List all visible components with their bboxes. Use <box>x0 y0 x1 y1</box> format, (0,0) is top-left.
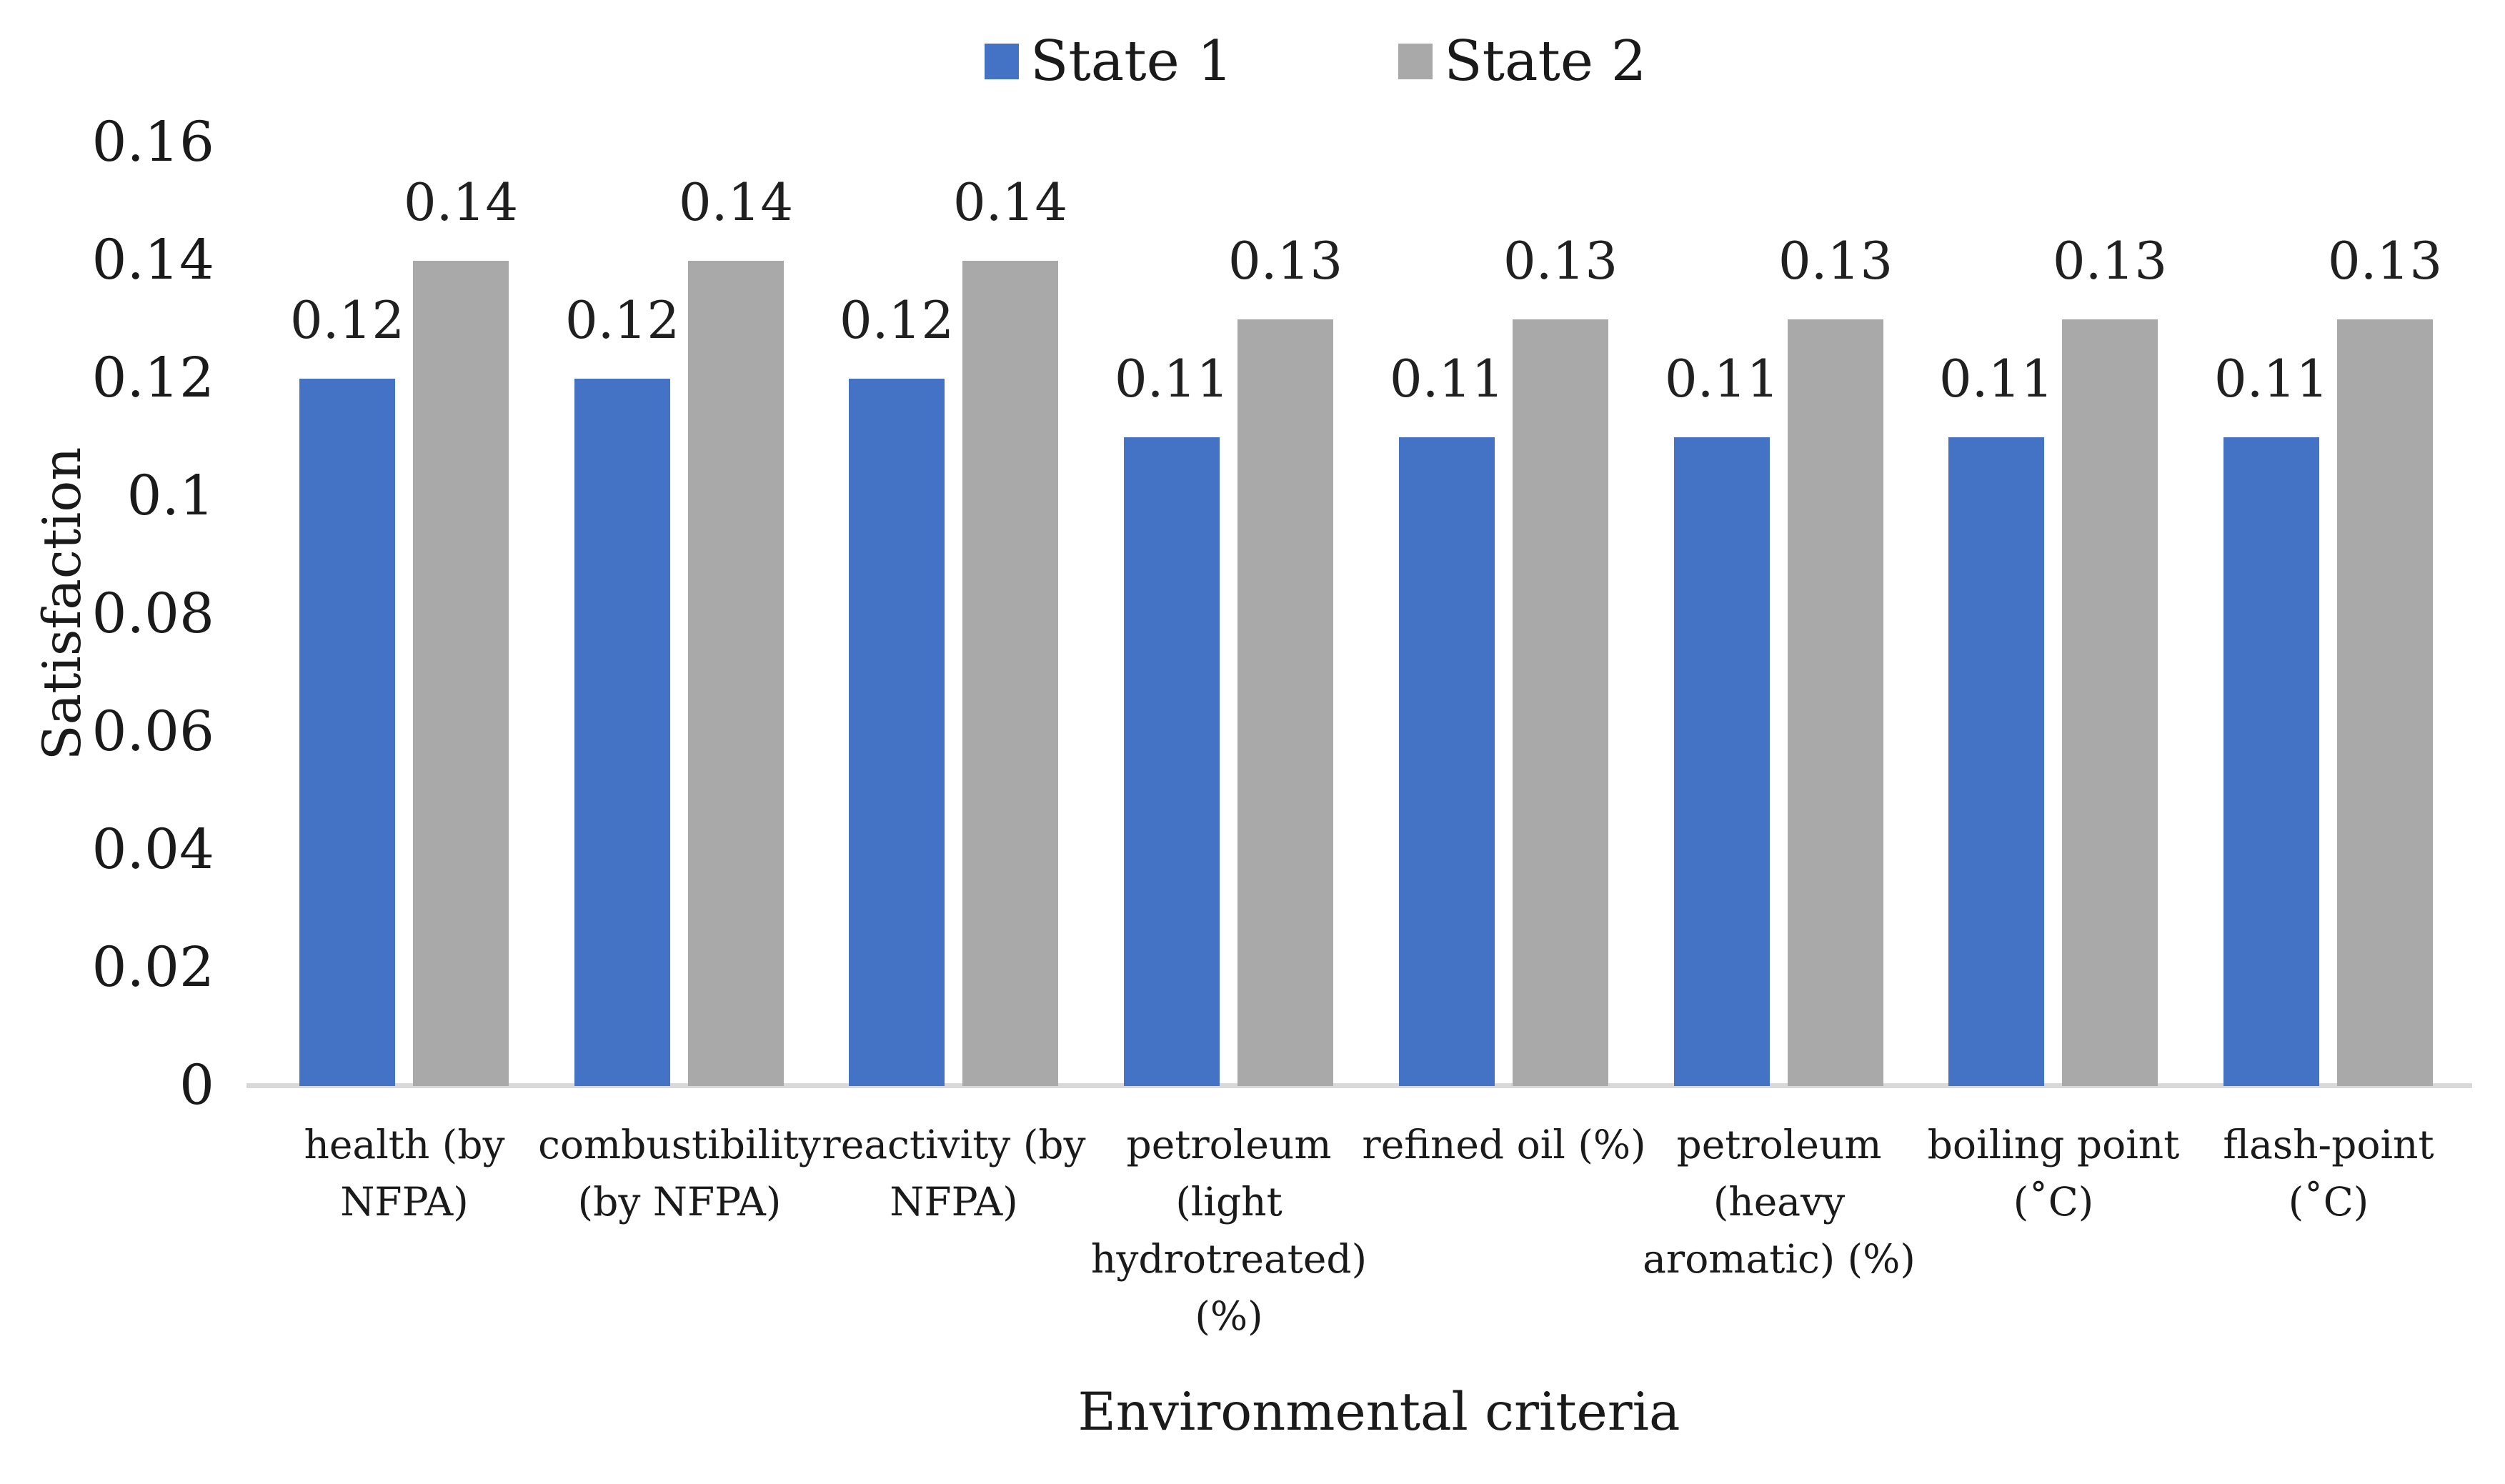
y-tick-label-0.08: 0.08 <box>91 582 214 646</box>
legend-item-state-2: State 2 <box>1398 33 1646 90</box>
x-axis-line <box>246 1083 2472 1088</box>
bar-state1-2 <box>574 379 670 1086</box>
category-label-2: combustibility (by NFPA) <box>538 1122 821 1225</box>
data-label-state1-2: 0.12 <box>564 290 680 350</box>
bar-state2-1 <box>413 261 509 1086</box>
legend-label: State 2 <box>1444 29 1647 94</box>
bar-state1-6 <box>1674 437 1770 1086</box>
bar-state1-3 <box>849 379 945 1086</box>
data-label-state2-4: 0.13 <box>1227 231 1343 291</box>
data-label-state2-1: 0.14 <box>403 172 519 232</box>
bar-state2-3 <box>962 261 1058 1086</box>
y-tick-label-0.06: 0.06 <box>91 700 214 764</box>
bar-state1-4 <box>1124 437 1220 1086</box>
category-label-3: reactivity (by NFPA) <box>822 1122 1086 1225</box>
legend-item-state-1: State 1 <box>985 33 1232 90</box>
y-tick-label-0.1: 0.1 <box>126 464 214 528</box>
y-tick-label-0.02: 0.02 <box>91 936 214 1000</box>
bar-state2-6 <box>1788 319 1883 1086</box>
data-label-state2-2: 0.14 <box>678 172 794 232</box>
category-label-4: petroleum (light hydrotreated) (%) <box>1090 1122 1368 1339</box>
y-tick-label-0.12: 0.12 <box>91 347 214 410</box>
data-label-state2-7: 0.13 <box>2052 231 2168 291</box>
category-label-7: boiling point (˚C) <box>1927 1122 2180 1225</box>
legend: State 1 State 2 <box>985 33 1646 90</box>
bar-state2-5 <box>1513 319 1608 1086</box>
category-label-1: health (by NFPA) <box>304 1122 505 1225</box>
data-label-state1-4: 0.11 <box>1114 349 1230 409</box>
bar-state1-7 <box>1948 437 2044 1086</box>
y-tick-label-0: 0 <box>179 1054 214 1117</box>
y-tick-label-0.14: 0.14 <box>91 229 214 292</box>
bar-state2-2 <box>688 261 784 1086</box>
data-label-state1-3: 0.12 <box>839 290 955 350</box>
data-label-state1-8: 0.11 <box>2213 349 2329 409</box>
bar-state2-4 <box>1237 319 1333 1086</box>
legend-marker-icon <box>1398 44 1433 79</box>
data-label-state2-8: 0.13 <box>2327 231 2443 291</box>
data-label-state2-5: 0.13 <box>1503 231 1618 291</box>
category-label-8: flash-point (˚C) <box>2223 1122 2434 1225</box>
data-label-state1-1: 0.12 <box>289 290 405 350</box>
bar-state2-7 <box>2062 319 2158 1086</box>
data-label-state2-6: 0.13 <box>1778 231 1893 291</box>
legend-label: State 1 <box>1030 29 1233 94</box>
data-label-state1-5: 0.11 <box>1389 349 1505 409</box>
data-label-state1-7: 0.11 <box>1938 349 2054 409</box>
data-label-state2-3: 0.14 <box>952 172 1068 232</box>
bar-state1-5 <box>1399 437 1495 1086</box>
y-tick-label-0.16: 0.16 <box>91 111 214 174</box>
bar-state1-1 <box>299 379 395 1086</box>
category-label-5: refined oil (%) <box>1362 1122 1646 1167</box>
category-label-6: petroleum (heavy aromatic) (%) <box>1643 1122 1916 1282</box>
bar-state2-8 <box>2337 319 2433 1086</box>
bar-state1-8 <box>2223 437 2319 1086</box>
y-tick-label-0.04: 0.04 <box>91 818 214 882</box>
data-label-state1-6: 0.11 <box>1664 349 1780 409</box>
legend-marker-icon <box>985 44 1019 79</box>
x-axis-title: Environmental criteria <box>1077 1382 1680 1443</box>
